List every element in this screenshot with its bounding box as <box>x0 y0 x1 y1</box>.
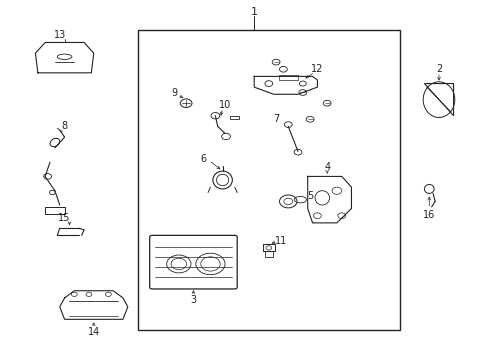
Text: 10: 10 <box>219 100 231 110</box>
Text: 14: 14 <box>87 327 100 337</box>
Text: 3: 3 <box>190 295 196 305</box>
Text: 11: 11 <box>274 236 286 246</box>
Text: 16: 16 <box>422 210 434 220</box>
Text: 1: 1 <box>250 7 257 17</box>
Text: 5: 5 <box>306 191 313 201</box>
Text: 12: 12 <box>310 64 323 74</box>
Text: 7: 7 <box>272 114 279 124</box>
Text: 6: 6 <box>200 154 206 163</box>
Text: 8: 8 <box>61 121 67 131</box>
Text: 2: 2 <box>435 64 441 74</box>
Text: 13: 13 <box>54 30 66 40</box>
Text: 4: 4 <box>324 162 329 172</box>
Text: 15: 15 <box>58 212 71 222</box>
Bar <box>137 30 399 330</box>
Text: 9: 9 <box>171 88 177 98</box>
